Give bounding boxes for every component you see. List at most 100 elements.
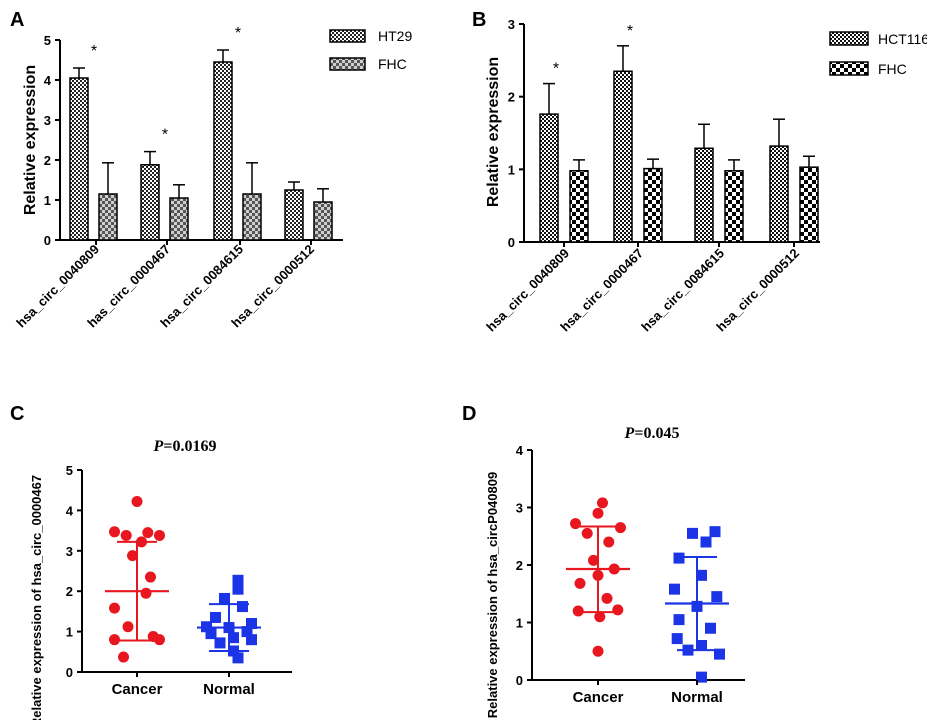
panel-d-normal-point (669, 583, 680, 595)
panel-a-bar-fhc (98, 193, 118, 241)
panel-c-y-tick-label: 5 (66, 463, 73, 478)
panel-c-normal-point (232, 652, 244, 664)
panel-c-y-tick-label: 3 (66, 544, 73, 559)
panel-b-legend-swatch (829, 31, 869, 46)
panel-a-legend-label: HT29 (378, 28, 412, 44)
panel-b-category-label: hsa_circ_0084615 (638, 246, 727, 335)
panel-a-y-label: Relative expression (22, 65, 39, 215)
panel-a-bar-ht29 (284, 189, 304, 241)
panel-c-cancer-point (154, 529, 165, 541)
panel-b-significance-star: * (553, 61, 559, 78)
panel-b-y-label: Relative expression (485, 57, 502, 207)
panel-d-cancer-point (574, 577, 586, 589)
panel-d-normal-point (696, 671, 707, 683)
panel-c-cancer-point (142, 527, 154, 539)
panel-d-p-value-title: P=0.045 (624, 425, 680, 442)
panel-c-cancer-point (118, 651, 129, 663)
panel-a-y-tick-label: 4 (44, 73, 52, 88)
panel-b-legend-label: HCT116 (878, 31, 927, 47)
panel-c-normal-point (219, 592, 230, 604)
panel-b-y-tick-label: 1 (508, 162, 515, 177)
panel-d-cancer-point (592, 507, 604, 519)
panel-a-legend-swatch (329, 57, 366, 71)
panel-d-y-tick-label: 3 (516, 501, 523, 516)
panel-d-cancer-point (603, 536, 615, 548)
panel-c-cancer-point (140, 587, 152, 599)
panel-d-cancer-point (588, 554, 599, 566)
panel-d-normal-point (714, 648, 725, 660)
panel-d-group-label: Normal (671, 689, 723, 706)
panel-d-cancer-point (594, 611, 606, 623)
panel-c-y-tick-label: 4 (66, 503, 74, 518)
panel-d-group-label: Cancer (573, 689, 624, 706)
panel-d-normal-point (705, 622, 716, 634)
panel-c-letter: C (10, 403, 24, 425)
panel-c-group-label: Normal (203, 681, 255, 698)
panel-d-cancer-point (612, 604, 624, 616)
panel-c-group-label: Cancer (112, 681, 163, 698)
panel-a-y-tick-label: 3 (44, 113, 51, 128)
panel-a-bar-fhc (313, 201, 333, 241)
panel-b-y-tick-label: 2 (508, 90, 515, 105)
panel-d-y-tick-label: 0 (516, 673, 523, 688)
panel-c-normal-point (214, 637, 226, 649)
panel-d-letter: D (462, 403, 476, 425)
panel-d-cancer-point (601, 592, 613, 604)
panel-a-significance-star: * (235, 25, 241, 42)
panel-b-bar-hct116 (613, 70, 633, 243)
panel-c-cancer-point (127, 550, 138, 562)
panel-b-category-label: hsa_circ_0000512 (713, 246, 802, 335)
panel-b-bar-hct116 (539, 113, 559, 243)
panel-c-cancer-point (109, 634, 120, 646)
panel-d-cancer-point (615, 522, 626, 534)
panel-c-p-italic: P (153, 438, 164, 455)
panel-a-bar-fhc (242, 193, 262, 241)
panel-d-normal-point (671, 633, 683, 645)
panel-a-bar-ht29 (140, 164, 160, 241)
panel-a-y-tick-label: 1 (44, 193, 51, 208)
panel-d-y-tick-label: 1 (516, 616, 523, 631)
panel-b-significance-star: * (627, 23, 633, 40)
panel-b-bar-hct116 (769, 145, 789, 243)
panel-d-p-italic: P (624, 425, 635, 442)
panel-a-legend-label: FHC (378, 56, 407, 72)
panel-b-bar-fhc (643, 167, 663, 243)
panel-c-normal-point (241, 626, 253, 638)
panel-c-normal-point (246, 634, 257, 646)
panel-c-p-value: =0.0169 (163, 438, 216, 455)
panel-d-normal-point (673, 552, 685, 564)
panel-d-normal-point (696, 569, 707, 581)
panel-a-bar-ht29 (69, 77, 89, 241)
panel-d-cancer-point (581, 527, 593, 539)
panel-b-bar-hct116 (694, 147, 714, 243)
panel-a-y-tick-label: 0 (44, 233, 51, 248)
panel-d-normal-point (709, 526, 721, 538)
panel-d-cancer-point (597, 497, 608, 509)
panel-c-cancer-point (145, 571, 156, 583)
panel-c-y-tick-label: 0 (66, 665, 73, 680)
panel-c-cancer-point (154, 634, 165, 646)
panel-d-p-value: =0.045 (634, 425, 679, 442)
panel-a-bar-fhc (169, 197, 189, 241)
panel-d-cancer-point (592, 645, 604, 657)
panel-c-normal-point (232, 583, 244, 595)
panel-d-y-tick-label: 4 (516, 443, 524, 458)
panel-b-bar-fhc (799, 166, 819, 243)
panel-c-normal-point (228, 632, 239, 644)
panel-c-normal-point (205, 628, 217, 640)
panel-b-legend-label: FHC (878, 61, 907, 77)
panel-c-normal-point (232, 574, 244, 586)
panel-d-normal-point (696, 640, 707, 651)
panel-c-y-tick-label: 2 (66, 584, 73, 599)
panel-c-p-value-title: P=0.0169 (153, 438, 217, 455)
panel-a-y-tick-label: 5 (44, 33, 51, 48)
panel-c-cancer-point (109, 602, 120, 614)
panel-b-y-tick-label: 3 (508, 17, 515, 32)
panel-c-normal-point (237, 601, 248, 613)
panel-d-normal-point (700, 536, 712, 548)
panel-d-cancer-point (572, 605, 584, 617)
panel-c-y-tick-label: 1 (66, 625, 73, 640)
panel-b-legend-swatch (829, 61, 869, 76)
panel-b-y-tick-label: 0 (508, 235, 515, 250)
